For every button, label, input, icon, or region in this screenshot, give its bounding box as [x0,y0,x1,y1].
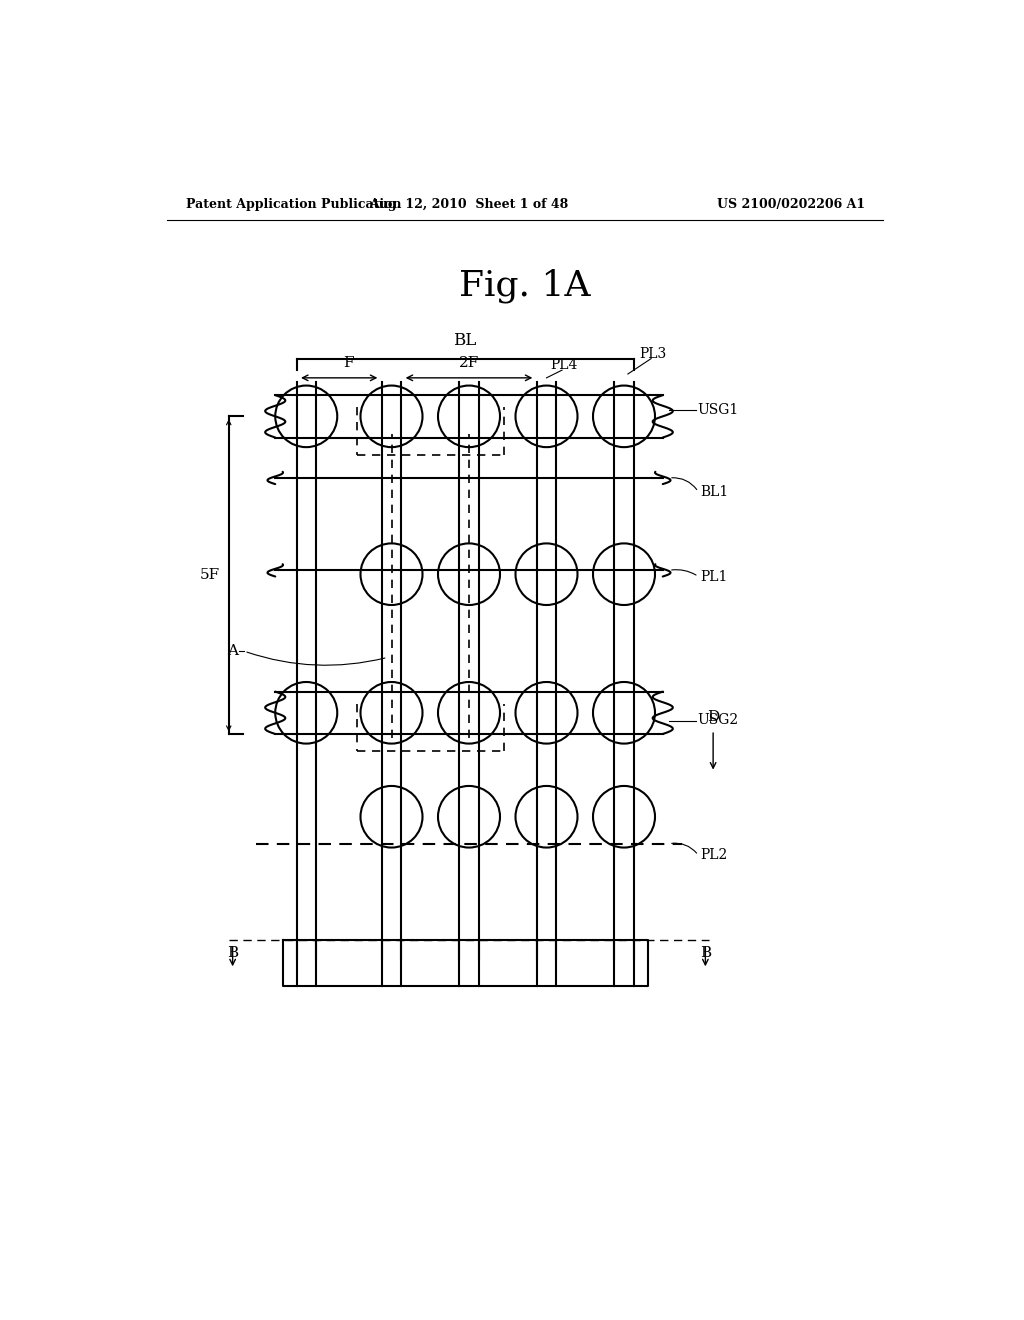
Text: Patent Application Publication: Patent Application Publication [186,198,401,211]
Text: Aug. 12, 2010  Sheet 1 of 48: Aug. 12, 2010 Sheet 1 of 48 [370,198,568,211]
Text: A: A [227,644,239,659]
Text: B: B [227,946,239,960]
Text: 2F: 2F [459,356,479,370]
Text: BL: BL [454,333,477,350]
Ellipse shape [593,785,655,847]
Ellipse shape [593,682,655,743]
Ellipse shape [438,385,500,447]
Text: PL4: PL4 [550,358,578,372]
Text: USG2: USG2 [697,714,738,727]
Text: D: D [707,710,719,723]
Ellipse shape [515,544,578,605]
Ellipse shape [360,385,423,447]
Ellipse shape [438,682,500,743]
Ellipse shape [515,682,578,743]
Ellipse shape [275,682,337,743]
Ellipse shape [275,385,337,447]
Text: Fig. 1A: Fig. 1A [459,268,591,302]
Text: 5F: 5F [200,569,219,582]
Text: B: B [699,946,711,960]
Ellipse shape [593,544,655,605]
Text: F: F [344,356,354,370]
Ellipse shape [438,544,500,605]
Text: BL1: BL1 [700,484,728,499]
Text: PL1: PL1 [700,569,727,583]
Ellipse shape [515,385,578,447]
Ellipse shape [360,785,423,847]
Text: USG1: USG1 [697,403,739,417]
Ellipse shape [360,682,423,743]
Ellipse shape [438,785,500,847]
Text: PL2: PL2 [700,849,727,862]
Ellipse shape [360,544,423,605]
Ellipse shape [593,385,655,447]
Text: PL3: PL3 [640,347,667,360]
Ellipse shape [515,785,578,847]
Text: US 2100/0202206 A1: US 2100/0202206 A1 [717,198,865,211]
